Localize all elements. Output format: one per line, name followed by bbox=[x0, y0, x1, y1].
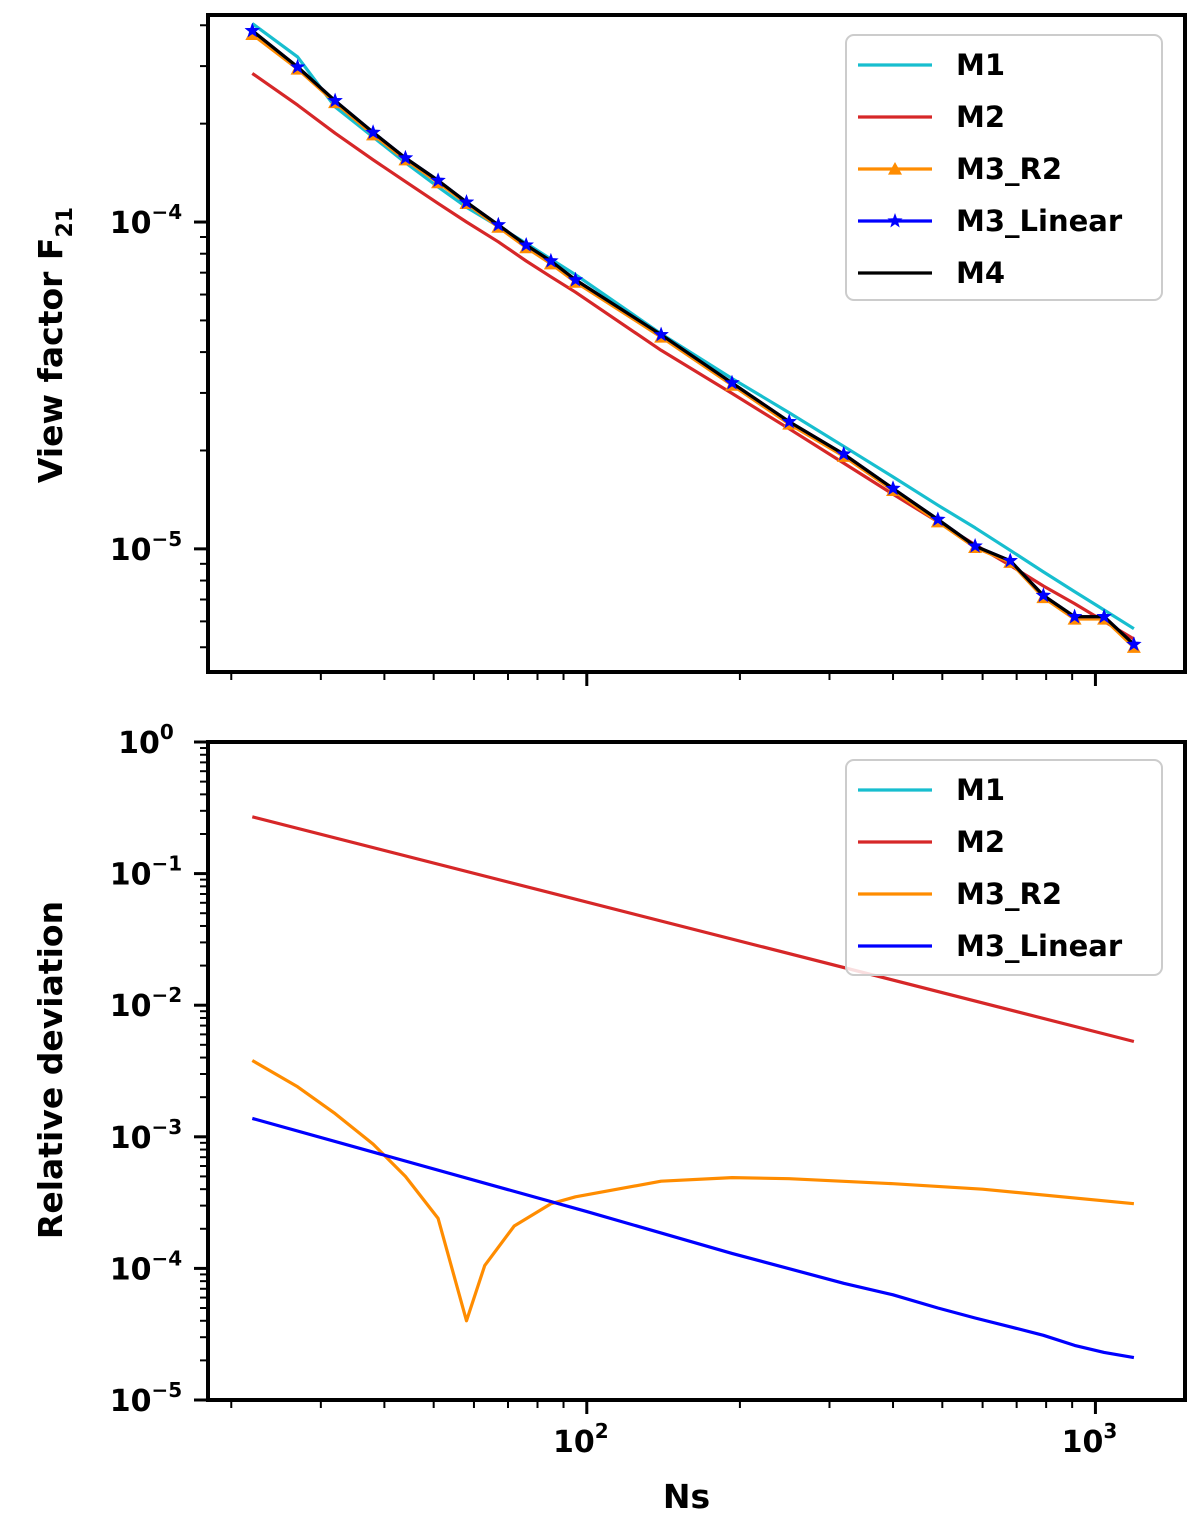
legend: M1 M2 M3_R2 M3_Linear bbox=[845, 759, 1163, 976]
y-axis-ticks bbox=[194, 740, 208, 1402]
data-point bbox=[930, 511, 946, 526]
legend-label: M1 bbox=[956, 773, 1005, 807]
x-axis-ticks bbox=[230, 672, 1097, 686]
data-point bbox=[1002, 552, 1018, 568]
data-point bbox=[1096, 608, 1112, 624]
data-point bbox=[397, 150, 414, 165]
legend-label: M3_R2 bbox=[956, 152, 1062, 186]
data-point bbox=[1067, 608, 1083, 624]
series-m3-r2 bbox=[251, 1059, 1135, 1323]
series-line bbox=[251, 1059, 1135, 1323]
legend-label: M2 bbox=[956, 825, 1005, 859]
data-point bbox=[365, 124, 381, 139]
data-point bbox=[781, 413, 797, 429]
legend-label: M2 bbox=[956, 100, 1005, 134]
legend-entry: M3_R2 bbox=[858, 877, 1062, 911]
data-point bbox=[1035, 587, 1051, 602]
x-axis-ticks bbox=[230, 1400, 1097, 1414]
data-point bbox=[653, 326, 669, 342]
data-point bbox=[543, 253, 559, 268]
data-point bbox=[885, 480, 901, 495]
y-tick-label: 10−3 bbox=[110, 1115, 182, 1156]
data-point bbox=[836, 446, 852, 461]
data-point bbox=[1126, 636, 1142, 651]
legend-label: M4 bbox=[956, 256, 1005, 290]
y-axis-ticks bbox=[194, 24, 208, 649]
legend-entry: M3_Linear bbox=[858, 204, 1123, 238]
x-tick-label: 102 bbox=[553, 1419, 609, 1460]
y-tick-label: 100 bbox=[118, 720, 174, 761]
data-point bbox=[458, 194, 475, 209]
data-point bbox=[567, 271, 584, 287]
legend-entry: M2 bbox=[858, 825, 1005, 859]
legend-box bbox=[845, 759, 1163, 976]
legend-label: M3_Linear bbox=[956, 929, 1123, 963]
x-axis-label: Ns bbox=[663, 1477, 710, 1516]
data-point bbox=[290, 59, 306, 74]
series-line bbox=[251, 1116, 1135, 1360]
series-m3-linear bbox=[251, 1116, 1135, 1360]
series-m2 bbox=[251, 815, 1135, 1044]
legend-entry: M1 bbox=[858, 773, 1005, 807]
data-point bbox=[518, 237, 534, 252]
data-point bbox=[327, 92, 343, 108]
legend-entry: M3_R2 bbox=[858, 152, 1062, 186]
bottom-chart-panel: 100 10−1 10−2 10−3 10−4 10−5 102 103 Relative de… bbox=[31, 720, 1187, 1516]
series-line bbox=[251, 815, 1135, 1044]
legend-label: M3_Linear bbox=[956, 204, 1123, 238]
legend: M1 M2 M3_R2 M3_Linear M4 bbox=[845, 34, 1163, 301]
y-tick-label: 10−5 bbox=[110, 527, 182, 568]
data-point bbox=[724, 374, 740, 390]
legend-marker bbox=[887, 213, 903, 228]
y-tick-label: 10−4 bbox=[110, 1246, 182, 1287]
top-chart-panel: 10−4 10−5 View factor F21 M1 M2 M3_R2 M3_Linea… bbox=[31, 13, 1187, 686]
y-axis-label: View factor F21 bbox=[31, 207, 78, 483]
y-tick-label: 10−1 bbox=[110, 852, 182, 893]
data-point bbox=[967, 538, 983, 553]
legend-entry: M1 bbox=[858, 48, 1005, 82]
y-axis-label: Relative deviation bbox=[31, 901, 70, 1239]
legend-label: M3_R2 bbox=[956, 877, 1062, 911]
plot-frame bbox=[206, 740, 1187, 1402]
legend-entry: M4 bbox=[858, 256, 1005, 290]
x-tick-label: 103 bbox=[1062, 1419, 1118, 1460]
legend-box bbox=[845, 34, 1163, 301]
legend-label: M1 bbox=[956, 48, 1005, 82]
legend-entry: M2 bbox=[858, 100, 1005, 134]
y-tick-label: 10−2 bbox=[110, 983, 182, 1024]
data-point bbox=[244, 22, 260, 38]
legend-marker bbox=[888, 162, 902, 175]
y-tick-label: 10−4 bbox=[110, 200, 182, 241]
data-point bbox=[490, 216, 506, 232]
data-point bbox=[430, 172, 446, 187]
plot-frame bbox=[206, 13, 1187, 674]
y-tick-label: 10−5 bbox=[110, 1378, 182, 1419]
legend-entry: M3_Linear bbox=[858, 929, 1123, 963]
